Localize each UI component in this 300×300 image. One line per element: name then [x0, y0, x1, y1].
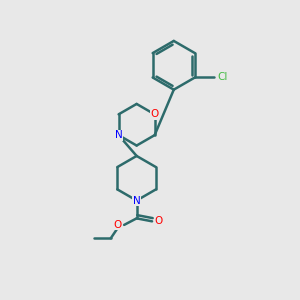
Text: N: N — [133, 196, 140, 206]
Text: O: O — [151, 109, 159, 119]
Text: Cl: Cl — [217, 73, 228, 82]
Text: O: O — [113, 220, 122, 230]
Text: O: O — [154, 216, 163, 226]
Text: N: N — [115, 130, 122, 140]
